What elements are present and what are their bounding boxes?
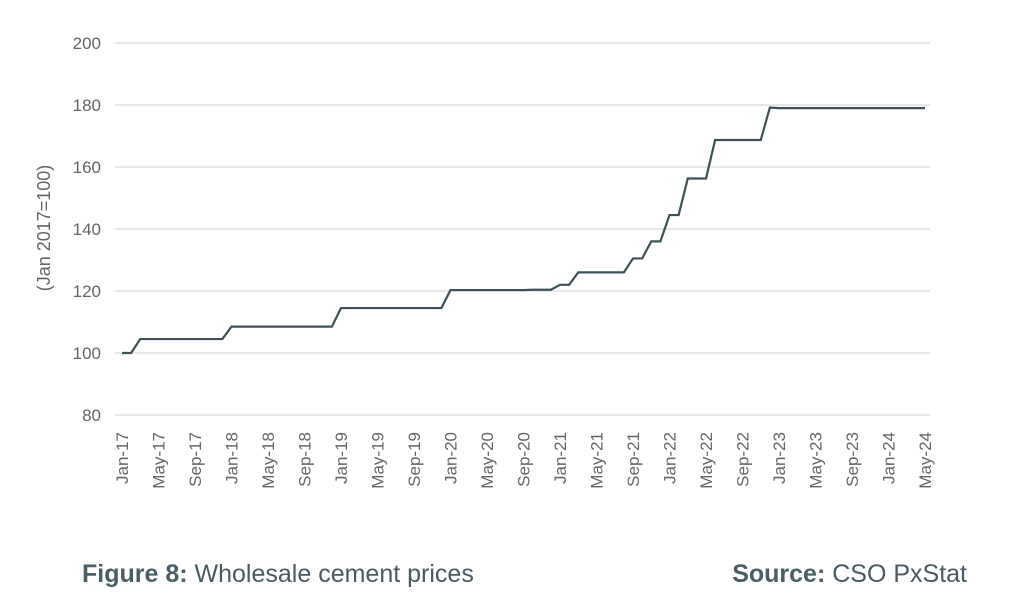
x-tick-label: May-22 <box>697 432 716 489</box>
x-tick-label: Jan-20 <box>442 432 461 484</box>
x-tick-label: Jan-17 <box>113 432 132 484</box>
x-tick-label: Jan-21 <box>551 432 570 484</box>
y-axis-label: (Jan 2017=100) <box>34 165 54 292</box>
x-tick-label: Jan-22 <box>661 432 680 484</box>
y-axis-tick-labels: 80 100 120 140 160 180 200 <box>73 34 101 425</box>
y-tick-label: 180 <box>73 96 101 115</box>
series-line <box>122 106 925 355</box>
figure-caption: Figure 8: Wholesale cement prices <box>82 560 474 589</box>
x-tick-label: Sep-18 <box>296 432 315 487</box>
x-tick-label: Jan-23 <box>770 432 789 484</box>
figure-label: Figure 8: <box>82 560 188 588</box>
x-tick-label: May-24 <box>916 432 935 489</box>
source-label: Source: <box>732 560 826 588</box>
figure-title: Wholesale cement prices <box>194 560 474 588</box>
x-tick-label: May-17 <box>150 432 169 489</box>
x-tick-label: Sep-21 <box>624 432 643 487</box>
x-tick-label: Sep-19 <box>405 432 424 487</box>
y-tick-label: 160 <box>73 158 101 177</box>
x-tick-label: Jan-18 <box>223 432 242 484</box>
y-tick-label: 140 <box>73 220 101 239</box>
x-tick-label: Sep-23 <box>843 432 862 487</box>
x-tick-label: May-18 <box>259 432 278 489</box>
y-tick-label: 80 <box>82 406 101 425</box>
y-tick-label: 100 <box>73 344 101 363</box>
source-text: CSO PxStat <box>832 560 967 588</box>
x-axis-tick-labels: Jan-17 May-17 Sep-17 Jan-18 May-18 Sep-18 Jan-… <box>113 432 935 489</box>
x-tick-label: May-21 <box>588 432 607 489</box>
x-tick-label: May-19 <box>369 432 388 489</box>
source-caption: Source: CSO PxStat <box>732 560 967 589</box>
y-tick-label: 120 <box>73 282 101 301</box>
x-tick-label: May-20 <box>478 432 497 489</box>
x-tick-label: Sep-20 <box>515 432 534 487</box>
x-tick-label: Jan-24 <box>880 432 899 484</box>
x-tick-label: Sep-22 <box>734 432 753 487</box>
x-tick-label: Sep-17 <box>186 432 205 487</box>
y-tick-label: 200 <box>73 34 101 53</box>
x-tick-label: Jan-19 <box>332 432 351 484</box>
gridlines <box>115 42 930 416</box>
x-tick-label: May-23 <box>807 432 826 489</box>
